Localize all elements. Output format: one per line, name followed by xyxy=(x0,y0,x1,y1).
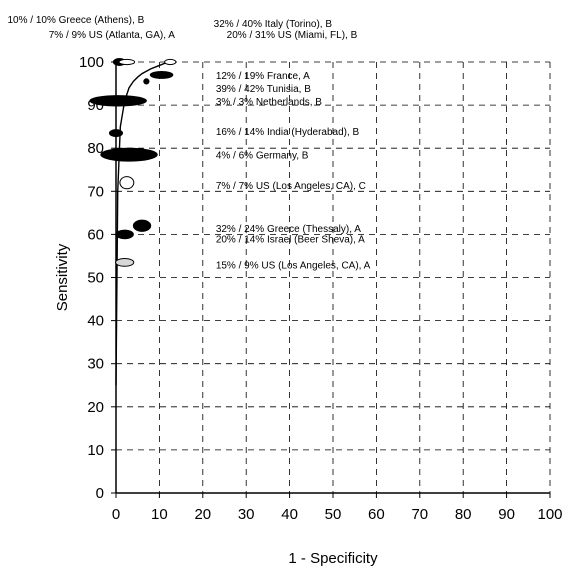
y-tick-label: 50 xyxy=(87,270,104,287)
y-tick-label: 100 xyxy=(79,54,104,71)
study-point xyxy=(118,58,136,66)
study-point xyxy=(143,78,150,85)
x-tick-label: 80 xyxy=(455,506,472,523)
y-axis-title: Sensitivity xyxy=(54,243,71,311)
x-tick-label: 10 xyxy=(151,506,168,523)
study-annotation: 32% / 40% Italy (Torino), B xyxy=(214,19,333,30)
x-tick-labels: 0 10 20 30 40 50 60 70 80 90 100 xyxy=(112,506,563,523)
study-annotation: 3% / 3% Netherlands, B xyxy=(216,97,322,108)
x-tick-label: 60 xyxy=(368,506,385,523)
data-points xyxy=(89,58,177,267)
study-annotation: 20% / 31% US (Miami, FL), B xyxy=(227,30,358,41)
study-annotation: 10% / 10% Greece (Athens), B xyxy=(8,15,145,26)
x-axis-title: 1 - Specificity xyxy=(288,550,378,567)
study-point xyxy=(115,258,135,267)
study-point xyxy=(164,58,177,66)
study-point xyxy=(132,219,152,232)
study-point xyxy=(119,176,135,190)
x-tick-label: 50 xyxy=(325,506,342,523)
x-tick-label: 30 xyxy=(238,506,255,523)
study-point xyxy=(108,129,124,138)
study-point xyxy=(115,229,134,240)
study-point xyxy=(149,70,174,79)
study-annotation: 7% / 7% US (Los Angeles, CA), C xyxy=(216,181,366,192)
y-tick-label: 70 xyxy=(87,183,104,200)
study-point xyxy=(100,147,158,162)
x-tick-label: 100 xyxy=(537,506,562,523)
y-tick-label: 30 xyxy=(87,356,104,373)
point-annotations: 10% / 10% Greece (Athens), B 32% / 40% It… xyxy=(8,15,371,272)
y-tick-label: 10 xyxy=(87,442,104,459)
y-tick-label: 80 xyxy=(87,140,104,157)
y-tick-label: 90 xyxy=(87,97,104,114)
study-annotation: 39% / 42% Tunisia, B xyxy=(216,84,311,95)
x-tick-label: 70 xyxy=(411,506,428,523)
study-annotation: 12% / 19% France, A xyxy=(216,71,310,82)
x-tick-label: 90 xyxy=(498,506,515,523)
x-tick-label: 0 xyxy=(112,506,120,523)
study-point xyxy=(89,95,147,107)
grid-lines xyxy=(116,61,551,493)
y-tick-label: 60 xyxy=(87,226,104,243)
study-annotation: 20% / 14% Israel (Beer Sheva), A xyxy=(216,235,365,246)
x-tick-label: 20 xyxy=(194,506,211,523)
study-annotation: 7% / 9% US (Atlanta, GA), A xyxy=(49,30,175,41)
y-tick-labels: 0 10 20 30 40 50 60 70 80 90 100 xyxy=(79,54,104,502)
x-tick-label: 40 xyxy=(281,506,298,523)
y-tick-label: 0 xyxy=(96,485,104,502)
study-annotation: 15% / 9% US (Los Angeles, CA), A xyxy=(216,261,371,272)
study-annotation: 16% / 14% India (Hyderabad), B xyxy=(216,127,360,138)
y-tick-label: 20 xyxy=(87,399,104,416)
study-annotation: 4% / 6% Germany, B xyxy=(216,151,309,162)
study-annotation: 32% / 24% Greece (Thessaly), A xyxy=(216,224,361,235)
y-tick-label: 40 xyxy=(87,313,104,330)
